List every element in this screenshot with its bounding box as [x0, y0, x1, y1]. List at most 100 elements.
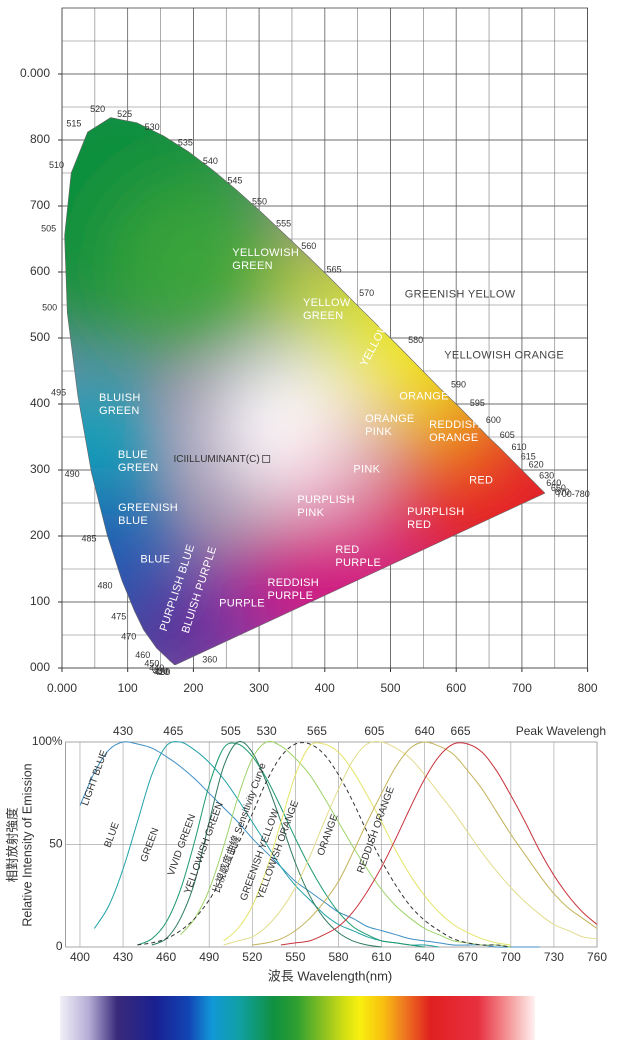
series-line	[151, 740, 382, 948]
wavelength-label: 605	[500, 430, 515, 440]
region-label: YELLOWISH ORANGE	[444, 349, 565, 362]
wavelength-label: 490	[65, 469, 80, 479]
wavelength-label: 440	[149, 663, 164, 673]
x-tick-label: 760	[587, 950, 607, 964]
y-tick-label: 50	[49, 837, 63, 851]
x-tick-label: 700	[512, 681, 532, 695]
series-line	[252, 741, 598, 946]
region-label: REDDISH ORANGE	[429, 418, 481, 444]
wavelength-label: 420	[154, 667, 169, 677]
series-label: BLUE	[102, 821, 121, 850]
wavelength-label: 485	[82, 534, 97, 544]
series-line	[137, 742, 425, 948]
peak-label: 465	[163, 724, 183, 738]
series-line	[180, 740, 511, 948]
region-label: PURPLE	[219, 597, 265, 610]
wavelength-label: 550	[252, 197, 267, 207]
y-tick-label: 200	[30, 528, 50, 542]
region-label: RED	[469, 474, 494, 487]
wavelength-label: 580	[408, 335, 423, 345]
peak-title: Peak Wavelengh	[516, 724, 606, 738]
wavelength-label: 450	[144, 658, 159, 668]
wavelength-label: 555	[276, 218, 291, 228]
x-tick-label: 670	[458, 950, 478, 964]
y-tick-label: 300	[30, 462, 50, 476]
region-label: RED PURPLE	[335, 544, 382, 570]
wavelength-label: 495	[51, 387, 66, 397]
x-tick-label: 730	[544, 950, 564, 964]
wavelength-label: 630	[539, 471, 554, 481]
region-label: REDDISH PURPLE	[267, 577, 320, 603]
wavelength-label: 525	[117, 109, 132, 119]
wavelength-label: 400	[155, 667, 170, 677]
wavelength-label: 540	[203, 156, 218, 166]
y-axis-label: 相對放射強度	[4, 807, 19, 883]
wavelength-label: 545	[227, 176, 242, 186]
wavelength-label: 610	[512, 442, 527, 452]
peak-label: 430	[113, 724, 133, 738]
wavelength-label: 590	[451, 379, 466, 389]
color-blob	[64, 375, 165, 525]
region-label: PINK	[353, 463, 381, 476]
peak-label: 565	[307, 724, 327, 738]
y-tick-label: 700	[30, 198, 50, 212]
plot-frame	[61, 7, 588, 669]
wavelength-label: 460	[135, 650, 150, 660]
color-blob	[285, 425, 375, 515]
wavelength-label: 595	[470, 398, 485, 408]
wavelength-label: 620	[529, 460, 544, 470]
series-label: ORANGE	[316, 812, 341, 857]
wavelength-label: 470	[121, 631, 136, 641]
wavelength-label: 670	[555, 487, 570, 497]
region-label: BLUE GREEN	[117, 449, 159, 475]
y-tick-label: 500	[30, 330, 50, 344]
region-label: GREENISH YELLOW	[404, 288, 516, 301]
series-label: REDDISH ORANGE	[355, 785, 397, 875]
y-tick-label: 000	[30, 660, 50, 674]
x-tick-label: 400	[70, 950, 90, 964]
region-label: BLUISH GREEN	[99, 392, 141, 418]
series-line	[223, 742, 511, 946]
y-tick-label: 100%	[32, 734, 63, 748]
wavelength-label: 515	[66, 119, 81, 129]
x-tick-label: 490	[199, 950, 219, 964]
region-label: YELLOWISH GREEN	[232, 247, 300, 273]
wavelength-label: 700-780	[557, 489, 590, 499]
series-label: LIGHT BLUE	[80, 749, 110, 808]
y-tick-label: 400	[30, 396, 50, 410]
y-tick-label: 100	[30, 594, 50, 608]
x-tick-label: 300	[249, 681, 269, 695]
x-tick-label: 0.000	[47, 681, 77, 695]
x-tick-label: 580	[328, 950, 348, 964]
y-tick-label: 800	[30, 132, 50, 146]
x-tick-label: 700	[501, 950, 521, 964]
series-label: 比視感度曲線 Sensitivity Curve	[210, 761, 269, 895]
region-label: GREENISH BLUE	[118, 501, 178, 527]
wavelength-label: 505	[41, 224, 56, 234]
x-tick-label: 640	[415, 950, 435, 964]
wavelength-label: 480	[98, 580, 113, 590]
wavelength-label: 600	[486, 415, 501, 425]
wavelength-label: 475	[111, 612, 126, 622]
peak-label: 640	[415, 724, 435, 738]
x-tick-label: 550	[285, 950, 305, 964]
peak-label: 530	[257, 724, 277, 738]
illuminant-point	[262, 455, 271, 463]
spectrum-bar	[60, 996, 535, 1040]
color-blob	[110, 180, 290, 360]
x-axis-label: 波長 Wavelength(nm)	[268, 968, 393, 983]
y-tick-label: 0	[56, 939, 63, 953]
wavelength-label: 530	[145, 122, 160, 132]
x-tick-label: 430	[113, 950, 133, 964]
wavelength-label: 500	[42, 302, 57, 312]
wavelength-label: 535	[178, 138, 193, 148]
spectral-locus	[64, 117, 546, 665]
wavelength-label: 615	[521, 451, 536, 461]
peak-label: 665	[451, 724, 471, 738]
wavelength-label: 570	[359, 288, 374, 298]
wavelength-label: 640	[546, 478, 561, 488]
series-line	[223, 741, 598, 946]
region-label: ORANGE	[399, 390, 449, 403]
series-line	[137, 742, 511, 948]
